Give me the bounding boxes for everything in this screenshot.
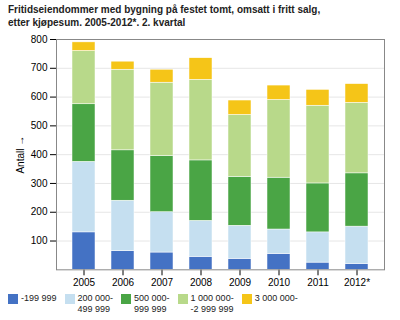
svg-text:2006: 2006	[112, 277, 135, 288]
svg-text:500: 500	[31, 120, 48, 131]
svg-text:800: 800	[31, 34, 48, 45]
svg-text:100: 100	[31, 235, 48, 246]
html-text:3 000 000-: 3 000 000-	[254, 293, 298, 304]
svg-text:2009: 2009	[229, 277, 252, 288]
svg-text:2008: 2008	[190, 277, 213, 288]
svg-text:700: 700	[31, 62, 48, 73]
svg-text:2005: 2005	[73, 277, 96, 288]
svg-text:2011: 2011	[307, 277, 329, 288]
svg-text:2012*: 2012*	[344, 277, 370, 288]
svg-text:2007: 2007	[151, 277, 174, 288]
html-text:200 000- 499 999: 200 000- 499 999	[77, 293, 114, 314]
html-text:-199 999: -199 999	[21, 293, 57, 304]
svg-text:300: 300	[31, 178, 48, 189]
svg-text:Antall →: Antall →	[15, 136, 26, 174]
svg-text:2010: 2010	[268, 277, 291, 288]
html-text:1 000 000- -2 999 999: 1 000 000- -2 999 999	[190, 293, 234, 314]
html-text:500 000- 999 999: 500 000- 999 999	[134, 293, 170, 314]
html-text:Fritidseiendommer med bygning: Fritidseiendommer med bygning på festet …	[8, 4, 321, 28]
svg-text:600: 600	[31, 91, 48, 102]
svg-text:200: 200	[31, 206, 48, 217]
svg-text:400: 400	[31, 149, 48, 160]
